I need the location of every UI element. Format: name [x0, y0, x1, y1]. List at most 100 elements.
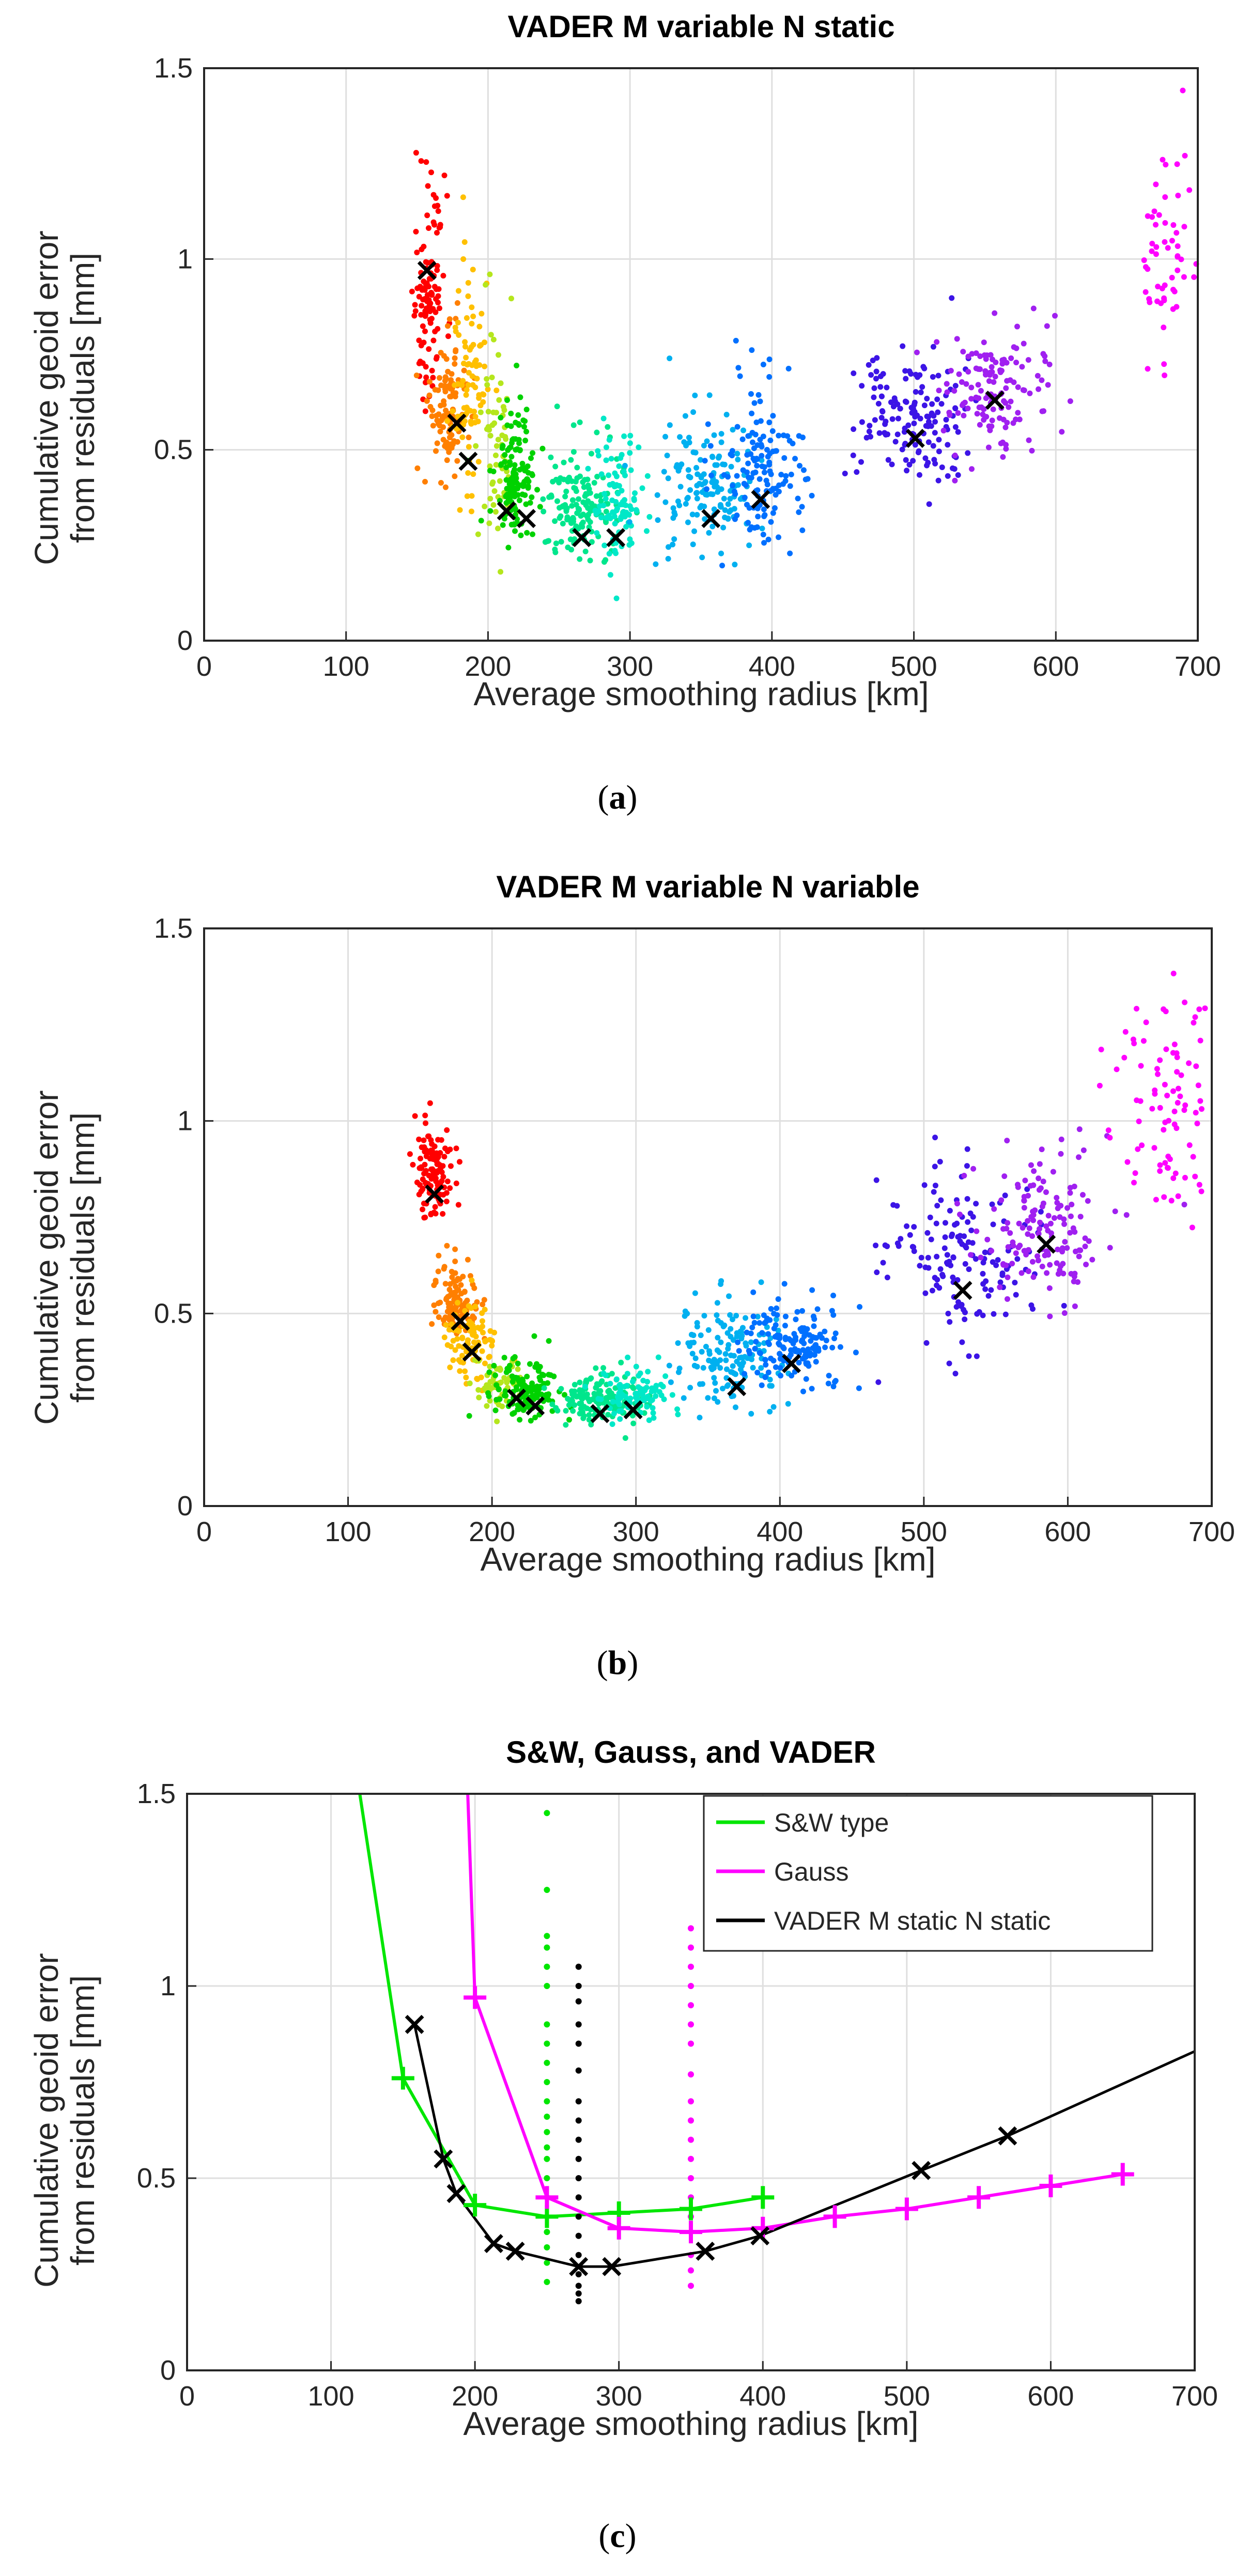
scatter-point: [608, 1390, 614, 1396]
scatter-point: [701, 1313, 707, 1319]
scatter-point: [822, 1328, 828, 1334]
scatter-point: [922, 1290, 929, 1296]
scatter-point: [718, 439, 724, 445]
scatter-point: [819, 1335, 825, 1341]
scatter-point: [662, 433, 669, 440]
scatter-point: [530, 450, 536, 456]
scatter-point: [1196, 1182, 1202, 1188]
scatter-point: [618, 1408, 624, 1414]
scatter-point: [733, 337, 739, 344]
scatter-point: [884, 384, 890, 391]
scatter-point: [452, 1347, 458, 1353]
scatter-point: [789, 1373, 795, 1379]
scatter-point: [692, 1290, 698, 1296]
scatter-point: [1123, 1212, 1130, 1218]
scatter-point: [720, 524, 727, 531]
scatter-point: [640, 1377, 646, 1384]
scatter-point: [470, 1323, 476, 1329]
scatter-point: [757, 1320, 763, 1326]
scatter-point: [970, 1166, 977, 1172]
scatter-point: [757, 437, 763, 443]
scatter-point: [956, 371, 962, 377]
scatter-point: [655, 517, 661, 523]
scatter-point: [626, 542, 632, 548]
scatter-point: [527, 1361, 533, 1367]
scatter-point: [428, 1176, 435, 1182]
scatter-point: [603, 495, 609, 502]
spread-point: [544, 1983, 550, 1989]
scatter-point: [785, 366, 792, 372]
scatter-point: [924, 462, 930, 469]
scatter-point: [475, 1387, 482, 1393]
scatter-point: [626, 519, 632, 525]
scatter-point: [788, 1338, 794, 1344]
scatter-point: [622, 1435, 628, 1441]
scatter-point: [775, 1296, 781, 1302]
scatter-point: [593, 493, 599, 499]
scatter-point: [706, 1357, 712, 1363]
scatter-point: [454, 458, 460, 464]
scatter-point: [496, 1402, 502, 1408]
scatter-point: [485, 409, 491, 415]
scatter-point: [559, 503, 565, 509]
spread-point: [544, 1887, 550, 1893]
scatter-point: [687, 474, 693, 480]
scatter-point: [826, 1373, 832, 1379]
scatter-point: [610, 480, 616, 487]
scatter-point: [884, 1275, 890, 1281]
scatter-point: [1159, 285, 1165, 291]
scatter-point: [859, 383, 865, 389]
scatter-point: [594, 474, 600, 480]
y-tick-label: 1.5: [154, 913, 193, 944]
scatter-point: [1036, 1175, 1042, 1182]
scatter-point: [1003, 446, 1009, 452]
scatter-point: [631, 497, 637, 503]
scatter-point: [1186, 1060, 1192, 1066]
scatter-point: [486, 1369, 492, 1375]
series-plus-marker: [607, 2216, 630, 2240]
spread-point: [544, 2079, 550, 2085]
scatter-point: [1198, 1188, 1205, 1194]
scatter-point: [1025, 1268, 1031, 1275]
scatter-point: [909, 1244, 916, 1250]
scatter-point: [744, 452, 750, 458]
scatter-point: [1077, 1247, 1084, 1253]
scatter-point: [419, 303, 425, 309]
scatter-point: [746, 505, 752, 511]
scatter-point: [603, 557, 609, 563]
scatter-point: [1021, 340, 1027, 347]
spread-point: [544, 2059, 550, 2066]
scatter-point: [1057, 1214, 1063, 1220]
scatter-point: [1154, 1071, 1161, 1077]
scatter-point: [703, 486, 709, 492]
scatter-point: [447, 1163, 454, 1169]
scatter-point: [440, 1211, 446, 1217]
spread-point: [544, 2098, 550, 2105]
scatter-point: [912, 409, 918, 415]
scatter-point: [491, 488, 498, 494]
scatter-point: [418, 158, 424, 164]
spread-point: [575, 2098, 582, 2105]
scatter-point: [944, 381, 950, 387]
scatter-point: [703, 491, 709, 498]
scatter-point: [1153, 1197, 1159, 1203]
scatter-point: [690, 449, 697, 455]
scatter-point: [718, 486, 724, 492]
chart-a-optimum-markers: [417, 261, 1005, 548]
scatter-point: [624, 1371, 630, 1377]
scatter-point: [489, 422, 496, 428]
scatter-point: [652, 1388, 658, 1394]
scatter-point: [436, 1314, 442, 1320]
scatter-point: [485, 386, 491, 393]
scatter-point: [591, 1390, 597, 1396]
scatter-point: [609, 497, 615, 503]
scatter-point: [1002, 1192, 1008, 1199]
scatter-point: [508, 454, 515, 460]
scatter-point: [623, 524, 629, 530]
optimum-x-marker: [517, 509, 536, 529]
series-x-marker: [569, 2257, 589, 2276]
scatter-point: [751, 1320, 758, 1326]
scatter-point: [1020, 1224, 1026, 1231]
scatter-point: [1191, 1019, 1197, 1026]
scatter-point: [1141, 257, 1147, 263]
